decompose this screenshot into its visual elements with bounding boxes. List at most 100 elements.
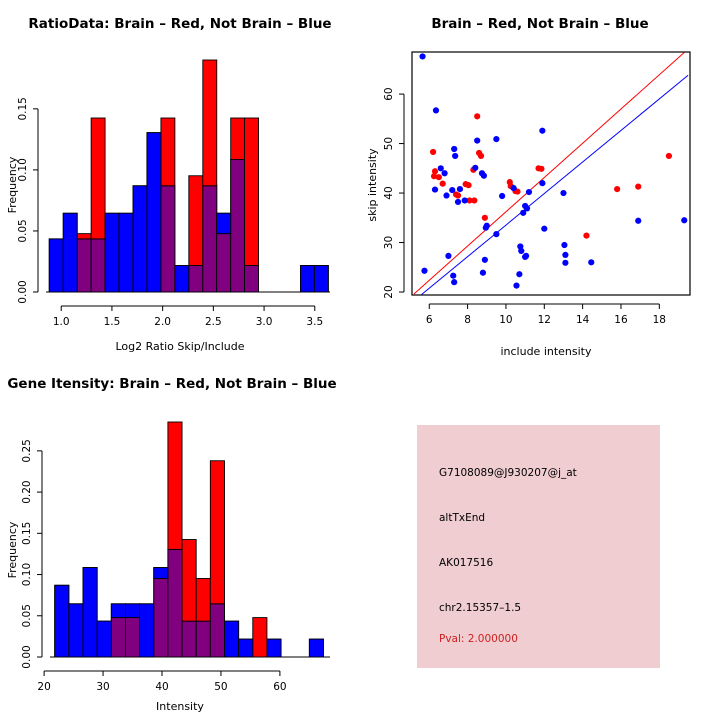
axis-tick-label: 50: [383, 137, 395, 150]
axis-tick-label: 12: [538, 314, 551, 326]
scatter-point-not-brain: [443, 192, 450, 199]
locus-label: chr2.15357–1.5: [439, 602, 522, 614]
histogram-bar-brain: [195, 578, 211, 622]
scatter-point-not-brain: [421, 267, 428, 274]
histogram-bar-brain: [160, 117, 176, 187]
reference-line-not-brain-fit: [421, 74, 689, 295]
scatter-point-not-brain: [479, 269, 487, 276]
scatter-point-brain: [538, 165, 545, 172]
ratio-histogram-title: RatioData: Brain – Red, Not Brain – Blue: [28, 16, 331, 32]
axis-tick-label: 0.20: [21, 480, 33, 503]
scatter-point-not-brain: [520, 209, 527, 216]
histogram-bar-not-brain: [308, 638, 324, 658]
scatter-point-not-brain: [432, 107, 440, 114]
scatter-point-not-brain: [516, 271, 523, 278]
scatter-point-not-brain: [541, 225, 548, 232]
scatter-point-not-brain: [431, 186, 439, 193]
axis-tick-label: 50: [214, 681, 227, 693]
scatter-point-not-brain: [454, 198, 462, 206]
scatter-point-not-brain: [456, 185, 464, 193]
scatter-svg: Brain – Red, Not Brain – Blue include in…: [366, 16, 691, 358]
scatter-point-not-brain: [510, 184, 517, 192]
histogram-bar-overlap: [188, 265, 204, 293]
axis-tick-label: 16: [614, 314, 628, 326]
axis-tick-label: 2.5: [205, 316, 222, 328]
ratio-histogram-svg: RatioData: Brain – Red, Not Brain – Blue…: [6, 16, 332, 353]
scatter-point-brain: [635, 183, 642, 190]
scatter-point-brain: [474, 113, 481, 120]
histogram-bar-brain: [76, 233, 92, 240]
axis-tick-label: 3.0: [256, 316, 273, 328]
probe-id-label: G7108089@J930207@j_at: [439, 467, 577, 479]
scatter-point-not-brain: [482, 224, 489, 231]
axis-tick-label: 1.0: [53, 316, 70, 328]
histogram-bar-overlap: [209, 603, 225, 658]
axis-tick-label: 0.15: [17, 97, 29, 120]
scatter-title: Brain – Red, Not Brain – Blue: [431, 16, 648, 32]
histogram-bar-not-brain: [216, 212, 232, 235]
histogram-bar-brain: [244, 117, 260, 266]
axis-tick-label: 14: [576, 314, 590, 326]
histogram-bar-not-brain: [68, 603, 84, 658]
gene-histogram-title: Gene Itensity: Brain – Red, Not Brain – …: [7, 376, 336, 392]
panel-ratio-histogram: RatioData: Brain – Red, Not Brain – Blue…: [0, 0, 360, 360]
scatter-point-not-brain: [561, 241, 568, 249]
scatter-point-not-brain: [474, 137, 481, 144]
scatter-point-brain: [465, 182, 472, 189]
histogram-bar-overlap: [230, 159, 246, 293]
scatter-point-brain: [614, 185, 621, 193]
scatter-point-not-brain: [560, 189, 567, 197]
histogram-bar-not-brain: [224, 620, 240, 658]
scatter-point-not-brain: [472, 164, 479, 171]
scatter-point-not-brain: [451, 279, 458, 286]
axis-tick-label: 20: [37, 681, 50, 693]
scatter-point-not-brain: [518, 247, 525, 255]
ratio-histogram-ylabel: Frequency: [6, 156, 19, 213]
histogram-bar-not-brain: [125, 603, 141, 619]
scatter-point-brain: [454, 192, 462, 199]
scatter-point-brain: [583, 232, 590, 239]
axis-tick-label: 0.15: [21, 522, 33, 545]
histogram-bar-not-brain: [62, 212, 78, 293]
axis-tick-label: 8: [464, 314, 471, 326]
axis-tick-label: 40: [383, 186, 395, 199]
panel-gene-histogram: Gene Itensity: Brain – Red, Not Brain – …: [0, 360, 360, 720]
ratio-histogram-xlabel: Log2 Ratio Skip/Include: [115, 340, 244, 353]
scatter-point-not-brain: [445, 252, 452, 260]
scatter-point-not-brain: [450, 272, 457, 279]
accession-label: AK017516: [439, 557, 494, 569]
scatter-point-brain: [435, 174, 442, 181]
histogram-bar-not-brain: [110, 603, 126, 619]
axis-tick-label: 2.0: [154, 316, 171, 328]
histogram-bar-not-brain: [266, 638, 282, 658]
scatter-point-not-brain: [449, 186, 456, 194]
scatter-point-not-brain: [562, 259, 569, 266]
scatter-ylabel: skip intensity: [366, 148, 379, 222]
axis-tick-label: 60: [383, 87, 395, 100]
histogram-bar-overlap: [76, 238, 92, 293]
scatter-point-not-brain: [681, 217, 688, 224]
reference-line-brain-fit: [413, 52, 685, 295]
scatter-points-group: [413, 52, 689, 295]
axis-tick-label: 10: [499, 314, 512, 326]
histogram-bar-not-brain: [82, 567, 98, 658]
gene-histogram-svg: Gene Itensity: Brain – Red, Not Brain – …: [6, 376, 337, 713]
scatter-point-brain: [429, 148, 437, 156]
pval-label: Pval: 2.000000: [439, 633, 518, 645]
scatter-point-brain: [439, 180, 446, 187]
histogram-bar-overlap: [125, 617, 141, 658]
axis-tick-label: 0.00: [21, 645, 33, 668]
axis-tick-label: 0.10: [21, 563, 33, 586]
gene-histogram-ylabel: Frequency: [6, 521, 19, 578]
panel-scatter: Brain – Red, Not Brain – Blue include in…: [360, 0, 720, 360]
histogram-bar-not-brain: [139, 603, 155, 658]
histogram-bar-overlap: [181, 620, 197, 658]
ratio-histogram-plot-area: 0.00 0.05 0.10 0.15 1.0 1.5 2.0 2.5 3.0 3.5: [17, 59, 330, 328]
axis-tick-label: 1.5: [104, 316, 121, 328]
scatter-point-not-brain: [525, 188, 533, 196]
event-type-label: altTxEnd: [439, 512, 486, 524]
axis-tick-label: 40: [155, 681, 168, 693]
scatter-point-brain: [665, 152, 673, 160]
scatter-point-brain: [481, 214, 488, 221]
